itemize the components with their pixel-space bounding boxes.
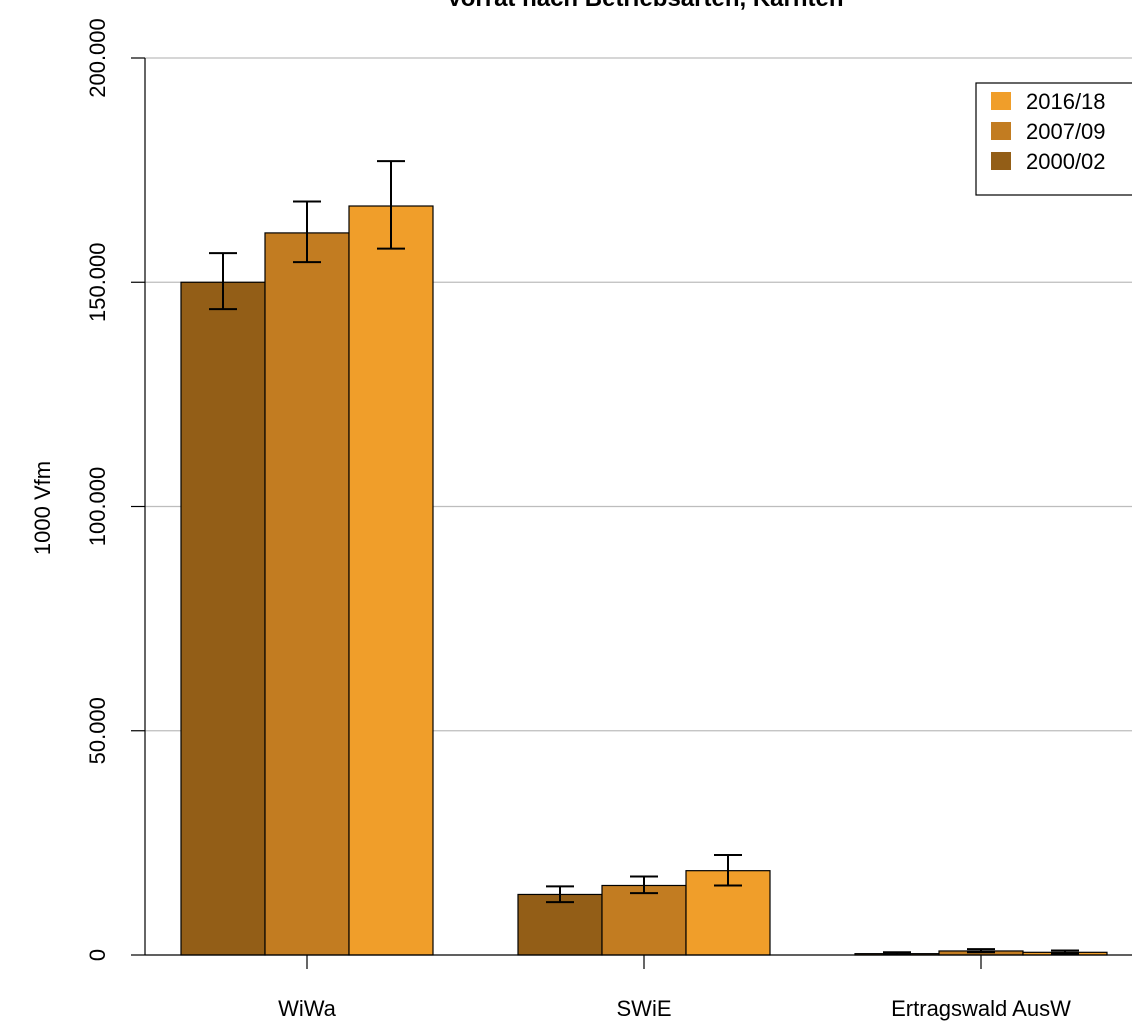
bar [264, 232, 350, 956]
legend-swatch [991, 122, 1011, 140]
legend-swatch [991, 92, 1011, 110]
y-tick-label: 50.000 [85, 697, 110, 764]
legend: 2016/18 2007/09 2000/02 [975, 82, 1132, 196]
y-tick-label: 200.000 [85, 18, 110, 98]
legend-label: 2000/02 [1026, 149, 1106, 174]
y-tick-label: 100.000 [85, 467, 110, 547]
y-tick-label: 150.000 [85, 242, 110, 322]
bar [601, 884, 687, 956]
chart-title: Vorrat nach Betriebsarten, Kärnten [447, 0, 844, 12]
error-bars [209, 160, 1079, 956]
bars [180, 205, 1108, 956]
x-tick-label: SWiE [617, 996, 672, 1021]
x-tick-label: Ertragswald AusW [891, 996, 1071, 1021]
bar [180, 281, 266, 956]
y-tick-label: 0 [85, 949, 110, 961]
axes: 0 50.000 100.000 150.000 200.000 WiWa SWiE Ertr… [85, 18, 1132, 1021]
bar [517, 893, 603, 956]
legend-label: 2007/09 [1026, 119, 1106, 144]
y-axis-label: 1000 Vfm [30, 461, 55, 555]
legend-swatch [991, 152, 1011, 170]
x-tick-label: WiWa [278, 996, 337, 1021]
legend-label: 2016/18 [1026, 89, 1106, 114]
bar [348, 205, 434, 956]
